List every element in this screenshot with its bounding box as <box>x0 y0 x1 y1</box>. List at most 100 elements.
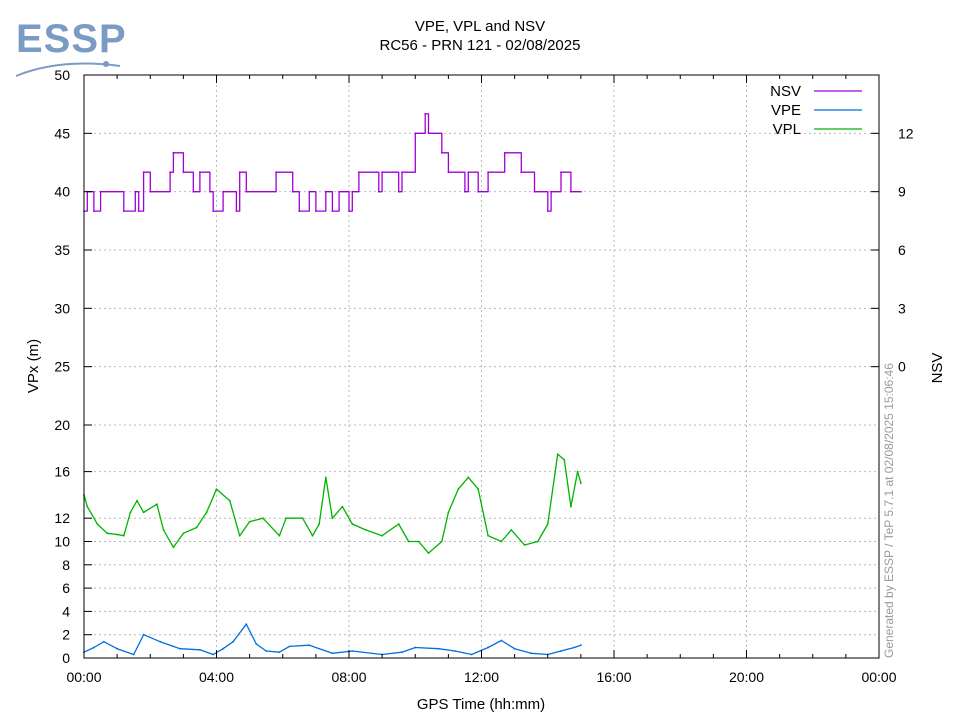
data-point-vpe <box>255 643 258 645</box>
data-point-vpl <box>510 529 513 531</box>
data-point-vpl <box>96 523 99 525</box>
data-point-vpl <box>546 523 549 525</box>
data-point-vpe <box>530 652 533 655</box>
data-point-vpl <box>427 552 430 554</box>
data-point-vpl <box>278 534 281 537</box>
data-point-vpe <box>560 650 562 652</box>
data-point-vpl <box>195 526 198 529</box>
data-point-vpl <box>182 532 185 535</box>
series-line-vpl <box>83 453 582 554</box>
data-point-nsv <box>580 190 582 193</box>
x-tick-label: 12:00 <box>464 669 499 685</box>
data-point-nsv <box>172 151 175 154</box>
data-point-vpl <box>580 482 582 485</box>
x-tick-label: 20:00 <box>729 669 764 685</box>
data-point-vpl <box>407 540 410 543</box>
data-point-vpl <box>156 503 158 506</box>
data-point-vpl <box>116 533 118 536</box>
y-tick-label: 30 <box>54 300 70 316</box>
y-tick-label: 40 <box>54 184 70 200</box>
data-point-vpe <box>500 639 503 642</box>
essp-logo: ESSP <box>15 17 126 77</box>
data-point-vpl <box>440 540 443 543</box>
x-tick-label: 16:00 <box>596 669 631 685</box>
series-line-vpe <box>83 623 582 656</box>
data-point-nsv <box>238 171 241 174</box>
data-point-vpl <box>417 540 420 543</box>
data-point-nsv <box>209 190 211 193</box>
y2-tick-label: 3 <box>898 300 906 316</box>
data-point-nsv <box>338 190 340 193</box>
data-point-vpl <box>556 453 559 455</box>
data-point-vpe <box>212 653 215 656</box>
data-point-vpl <box>381 534 383 537</box>
y2-tick-label: 0 <box>898 359 906 375</box>
y2-tick-label: 6 <box>898 242 906 258</box>
data-point-vpl <box>262 517 264 520</box>
data-point-vpe <box>93 646 95 649</box>
data-point-nsv <box>546 210 549 213</box>
generated-note: Generated by ESSP / TeP 5.7.1 at 02/08/2… <box>882 363 896 658</box>
data-point-vpl <box>142 511 145 514</box>
data-point-vpl <box>311 534 314 537</box>
chart-title: VPE, VPL and NSV <box>415 18 545 35</box>
data-point-vpl <box>576 470 579 473</box>
data-point-vpl <box>318 523 321 525</box>
data-point-nsv <box>467 171 470 174</box>
data-point-nsv <box>142 171 145 174</box>
tick-labels: 00:00 04:00 08:00 12:00 16:00 20:00 00:00 0 2 4 6 8… <box>54 67 913 685</box>
legend: NSV VPE VPL <box>770 83 862 138</box>
data-point-vpe <box>573 646 576 649</box>
data-point-vpe <box>487 646 489 649</box>
data-point-vpe <box>265 650 268 652</box>
data-point-nsv <box>149 190 152 193</box>
y-tick-label: 10 <box>54 534 70 550</box>
data-point-nsv <box>560 171 562 174</box>
data-point-vpl <box>477 488 480 490</box>
data-point-vpl <box>364 529 367 531</box>
data-point-nsv <box>377 190 380 193</box>
data-point-nsv <box>414 132 417 135</box>
data-point-nsv <box>520 171 523 174</box>
data-point-nsv <box>308 190 311 193</box>
y-tick-label: 16 <box>54 464 70 480</box>
data-point-vpl <box>238 534 241 537</box>
data-point-nsv <box>503 151 506 154</box>
x-tick-label: 00:00 <box>861 669 896 685</box>
data-point-nsv <box>298 210 301 213</box>
legend-label-vpl: VPL <box>773 121 801 138</box>
data-point-nsv <box>122 210 125 213</box>
data-point-vpe <box>116 647 118 650</box>
data-point-vpl <box>285 517 287 520</box>
y-tick-label: 4 <box>62 603 70 619</box>
data-point-vpl <box>351 523 354 525</box>
y-tick-label: 50 <box>54 67 70 83</box>
y-tick-label: 6 <box>62 580 70 596</box>
data-point-nsv <box>401 171 403 174</box>
data-point-vpe <box>179 647 182 650</box>
data-point-vpl <box>536 540 539 543</box>
data-point-vpe <box>454 650 456 652</box>
data-point-vpe <box>513 647 516 650</box>
data-point-vpl <box>324 476 327 479</box>
data-point-nsv <box>447 171 450 174</box>
data-point-vpl <box>467 476 470 479</box>
data-point-vpe <box>103 640 105 643</box>
y-tick-label: 20 <box>54 417 70 433</box>
y-axis-label: VPx (m) <box>25 339 42 393</box>
data-point-vpl <box>500 540 503 543</box>
data-point-nsv <box>348 210 350 213</box>
y-tick-label: 25 <box>54 359 70 375</box>
data-point-nsv <box>358 171 360 174</box>
data-point-vpl <box>122 534 125 537</box>
y2-tick-label: 9 <box>898 184 906 200</box>
data-point-vpe <box>159 640 162 643</box>
data-point-vpe <box>414 646 417 649</box>
x-axis-label: GPS Time (hh:mm) <box>417 696 545 713</box>
data-point-vpe <box>437 647 440 650</box>
data-point-vpe <box>245 623 248 626</box>
data-point-vpe <box>278 651 281 654</box>
data-point-vpl <box>563 459 566 461</box>
data-point-vpl <box>106 532 109 535</box>
data-point-vpe <box>222 647 225 650</box>
